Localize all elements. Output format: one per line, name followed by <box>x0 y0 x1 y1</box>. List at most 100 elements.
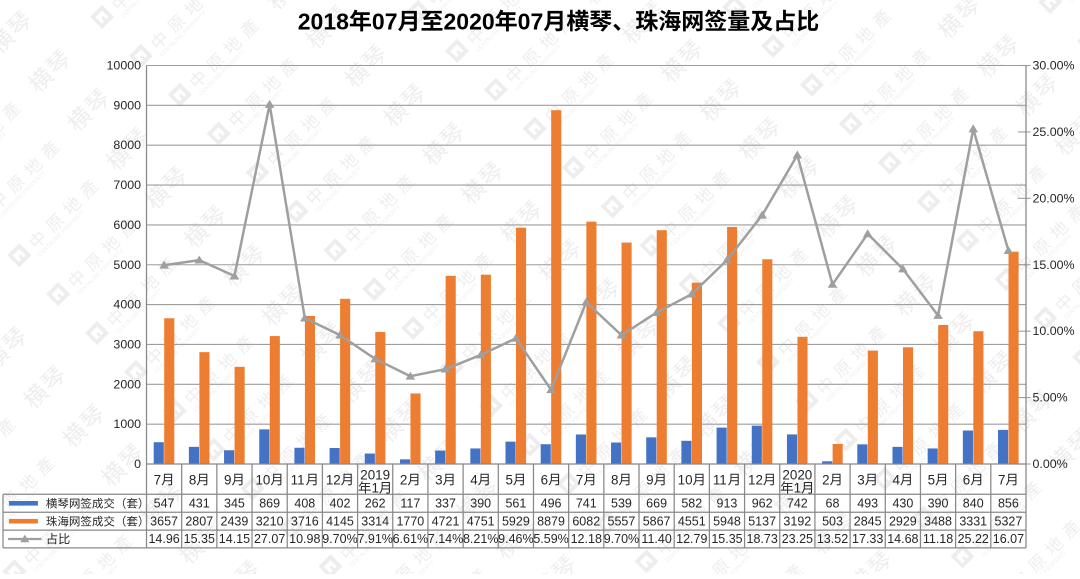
svg-text:5: 5 <box>928 472 935 487</box>
svg-text:9: 9 <box>224 472 231 487</box>
svg-text:742: 742 <box>787 497 808 511</box>
svg-text:493: 493 <box>857 497 878 511</box>
svg-text:9.46%: 9.46% <box>498 532 533 546</box>
svg-text:3210: 3210 <box>256 514 284 528</box>
svg-text:7: 7 <box>998 472 1005 487</box>
svg-text:539: 539 <box>611 497 632 511</box>
svg-text:262: 262 <box>365 497 386 511</box>
svg-text:4: 4 <box>892 472 900 487</box>
svg-text:1770: 1770 <box>396 514 424 528</box>
svg-text:9000: 9000 <box>113 98 141 112</box>
svg-text:337: 337 <box>435 497 456 511</box>
svg-text:962: 962 <box>752 497 773 511</box>
svg-text:7: 7 <box>576 472 583 487</box>
svg-text:6.61%: 6.61% <box>393 532 428 546</box>
svg-text:10: 10 <box>678 472 693 487</box>
svg-text:17.33: 17.33 <box>852 532 883 546</box>
svg-text:6000: 6000 <box>113 218 141 232</box>
svg-text:2020: 2020 <box>444 8 495 34</box>
svg-text:6082: 6082 <box>572 514 600 528</box>
svg-text:2439: 2439 <box>221 514 249 528</box>
svg-text:390: 390 <box>928 497 949 511</box>
svg-text:4: 4 <box>470 472 478 487</box>
svg-text:3000: 3000 <box>113 337 141 351</box>
svg-text:3657: 3657 <box>150 514 178 528</box>
svg-text:431: 431 <box>189 497 210 511</box>
svg-text:6: 6 <box>963 472 970 487</box>
svg-text:07: 07 <box>372 8 398 34</box>
svg-text:5: 5 <box>505 472 512 487</box>
svg-text:5.59%: 5.59% <box>533 532 568 546</box>
svg-text:25.22: 25.22 <box>958 532 989 546</box>
svg-text:402: 402 <box>330 497 351 511</box>
svg-text:15.00%: 15.00% <box>1033 258 1075 272</box>
svg-text:2929: 2929 <box>889 514 917 528</box>
svg-text:10: 10 <box>255 472 270 487</box>
svg-text:2807: 2807 <box>185 514 213 528</box>
svg-text:10.00%: 10.00% <box>1033 324 1075 338</box>
svg-text:7000: 7000 <box>113 178 141 192</box>
svg-text:68: 68 <box>826 497 840 511</box>
svg-text:11: 11 <box>291 472 305 487</box>
svg-text:913: 913 <box>717 497 738 511</box>
svg-text:741: 741 <box>576 497 597 511</box>
svg-text:2000: 2000 <box>113 377 141 391</box>
svg-text:12: 12 <box>326 472 341 487</box>
svg-text:12.18: 12.18 <box>571 532 602 546</box>
svg-text:430: 430 <box>892 497 913 511</box>
svg-text:5557: 5557 <box>608 514 636 528</box>
svg-text:10000: 10000 <box>107 59 142 73</box>
svg-text:869: 869 <box>259 497 280 511</box>
svg-text:840: 840 <box>963 497 984 511</box>
svg-text:15.35: 15.35 <box>184 532 215 546</box>
svg-text:856: 856 <box>998 497 1019 511</box>
svg-text:23.25: 23.25 <box>782 532 813 546</box>
svg-text:14.68: 14.68 <box>887 532 918 546</box>
svg-text:7: 7 <box>154 472 161 487</box>
svg-text:5000: 5000 <box>113 258 141 272</box>
svg-text:6: 6 <box>541 472 548 487</box>
svg-text:8: 8 <box>611 472 618 487</box>
svg-text:547: 547 <box>154 497 175 511</box>
svg-text:4145: 4145 <box>326 514 354 528</box>
svg-text:117: 117 <box>400 497 420 511</box>
svg-text:1: 1 <box>371 481 378 496</box>
svg-text:9: 9 <box>646 472 653 487</box>
svg-text:3: 3 <box>857 472 864 487</box>
svg-text:5948: 5948 <box>713 514 741 528</box>
svg-text:10.98: 10.98 <box>289 532 320 546</box>
svg-text:561: 561 <box>505 497 526 511</box>
svg-text:8000: 8000 <box>113 138 141 152</box>
svg-text:07: 07 <box>518 8 544 34</box>
svg-text:0.00%: 0.00% <box>1033 457 1068 471</box>
svg-text:345: 345 <box>224 497 245 511</box>
svg-text:9.70%: 9.70% <box>322 532 357 546</box>
svg-text:4721: 4721 <box>432 514 460 528</box>
svg-text:27.07: 27.07 <box>254 532 285 546</box>
svg-text:2018: 2018 <box>298 8 349 34</box>
svg-text:5.00%: 5.00% <box>1033 391 1068 405</box>
svg-text:669: 669 <box>646 497 667 511</box>
svg-text:582: 582 <box>681 497 702 511</box>
svg-text:8879: 8879 <box>537 514 565 528</box>
svg-text:5137: 5137 <box>748 514 776 528</box>
svg-text:7.14%: 7.14% <box>428 532 463 546</box>
svg-text:16.07: 16.07 <box>993 532 1024 546</box>
svg-text:1: 1 <box>794 481 801 496</box>
svg-text:3192: 3192 <box>783 514 811 528</box>
svg-text:12.79: 12.79 <box>676 532 707 546</box>
svg-text:4000: 4000 <box>113 298 141 312</box>
svg-text:2845: 2845 <box>854 514 882 528</box>
svg-text:11.18: 11.18 <box>923 532 953 546</box>
svg-text:18.73: 18.73 <box>747 532 778 546</box>
svg-text:14.96: 14.96 <box>148 532 179 546</box>
svg-text:15.35: 15.35 <box>711 532 742 546</box>
svg-text:4751: 4751 <box>467 514 495 528</box>
svg-text:3314: 3314 <box>361 514 389 528</box>
svg-text:4551: 4551 <box>678 514 706 528</box>
svg-text:11: 11 <box>713 472 727 487</box>
svg-text:3: 3 <box>435 472 442 487</box>
svg-text:5867: 5867 <box>643 514 671 528</box>
svg-text:3488: 3488 <box>924 514 952 528</box>
svg-text:2: 2 <box>400 472 407 487</box>
